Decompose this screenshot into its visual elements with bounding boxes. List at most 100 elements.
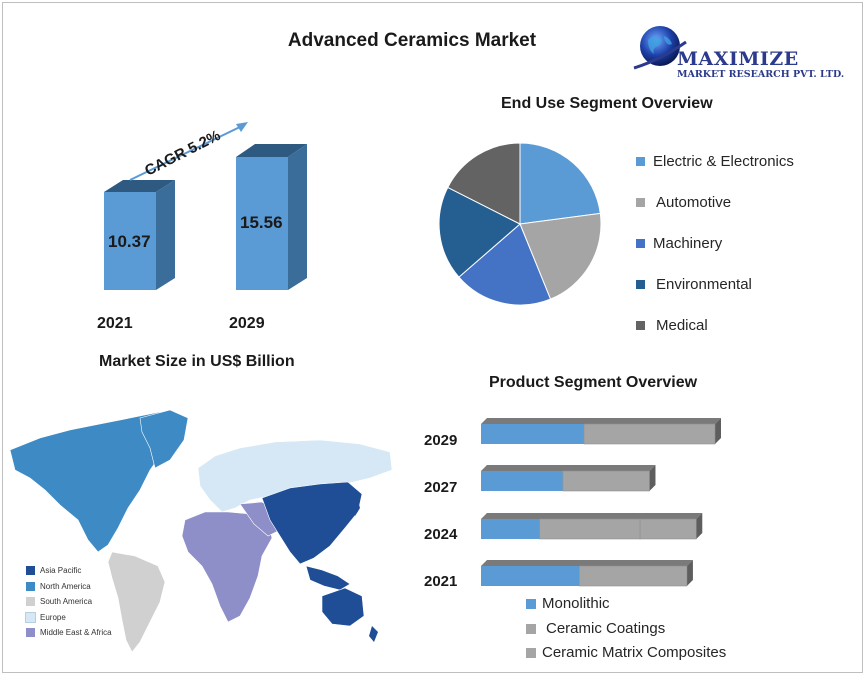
bar-2021-side bbox=[156, 180, 175, 290]
legend-swatch bbox=[26, 597, 35, 607]
pie-slice-automotive bbox=[519, 212, 602, 300]
logo-subtitle: MARKET RESEARCH PVT. LTD. bbox=[677, 69, 845, 80]
legend-automotive: Automotive bbox=[636, 194, 731, 211]
end-use-title: End Use Segment Overview bbox=[501, 95, 713, 112]
legend-swatch bbox=[636, 239, 645, 248]
page-title: Advanced Ceramics Market bbox=[287, 30, 537, 51]
product-bar-side-2029 bbox=[715, 418, 721, 444]
legend-label: Europe bbox=[40, 612, 66, 622]
legend-swatch bbox=[26, 566, 35, 576]
legend-ceramic-coatings: Ceramic Coatings bbox=[526, 620, 665, 637]
product-bar-top-2021 bbox=[481, 560, 693, 566]
legend-label: Environmental bbox=[656, 276, 752, 293]
bar-value-2021: 10.37 bbox=[108, 232, 151, 251]
product-bar-side-2027 bbox=[649, 465, 656, 491]
product-bar-top-2024 bbox=[481, 513, 703, 519]
legend-label: Monolithic bbox=[542, 595, 610, 612]
cagr-arrow bbox=[129, 122, 248, 181]
legend-swatch bbox=[526, 647, 536, 658]
legend-machinery: Machinery bbox=[636, 235, 722, 252]
legend-swatch bbox=[26, 628, 35, 638]
bar-2029-top bbox=[236, 144, 307, 157]
legend-swatch bbox=[526, 623, 536, 634]
legend-label: Electric & Electronics bbox=[653, 153, 794, 170]
pie-slice-electric bbox=[519, 142, 601, 225]
product-bar-2024-series-0 bbox=[481, 519, 540, 539]
product-title: Product Segment Overview bbox=[489, 374, 698, 391]
product-year-2029: 2029 bbox=[424, 432, 458, 449]
year-label-2029: 2029 bbox=[229, 315, 265, 332]
product-bar-2029-series-0 bbox=[481, 424, 584, 444]
product-bar-2024-series-2 bbox=[639, 518, 697, 540]
legend-swatch bbox=[636, 280, 645, 289]
region-mea bbox=[181, 511, 273, 623]
legend-swatch bbox=[526, 598, 536, 609]
product-bar-2024-series-1 bbox=[539, 518, 641, 540]
region-australia bbox=[321, 587, 365, 627]
legend-label: Machinery bbox=[653, 235, 723, 252]
product-bar-2021-series-0 bbox=[481, 566, 580, 586]
bar-2021-top bbox=[104, 180, 175, 192]
product-bar-2029-series-1 bbox=[583, 423, 716, 445]
region-greenland bbox=[139, 409, 189, 469]
product-bar-top-2029 bbox=[481, 418, 721, 424]
product-bar-top-2027 bbox=[481, 465, 656, 471]
pie-slice-environmental bbox=[438, 186, 521, 278]
legend-swatch bbox=[636, 321, 645, 330]
legend-label: Ceramic Matrix Composites bbox=[542, 644, 727, 661]
legend-monolithic: Monolithic bbox=[526, 595, 610, 612]
region-southeast-asia bbox=[305, 565, 351, 591]
product-bar-side-2021 bbox=[686, 560, 693, 586]
region-south-america bbox=[107, 551, 166, 653]
legend-label: North America bbox=[40, 581, 91, 591]
legend-label: South America bbox=[40, 597, 93, 607]
company-logo: MAXIMIZE MARKET RESEARCH PVT. LTD. bbox=[630, 22, 860, 82]
bar-2021-front bbox=[104, 192, 156, 290]
legend-label: Medical bbox=[656, 317, 708, 334]
legend-label: Middle East & Africa bbox=[40, 628, 112, 638]
product-bar-2021-series-1 bbox=[578, 565, 688, 587]
legend-swatch bbox=[636, 157, 645, 166]
legend-environmental: Environmental bbox=[636, 276, 752, 293]
map-legend-mea: Middle East & Africa bbox=[26, 625, 112, 641]
map-legend-south-america: South America bbox=[26, 594, 112, 610]
product-year-2021: 2021 bbox=[424, 573, 458, 590]
bar-value-2029: 15.56 bbox=[240, 213, 283, 232]
legend-label: Automotive bbox=[656, 194, 732, 211]
legend-label: Ceramic Coatings bbox=[546, 620, 666, 637]
bar-2029-front bbox=[236, 157, 288, 290]
region-new-zealand bbox=[369, 626, 378, 642]
map-legend-asia-pacific: Asia Pacific bbox=[26, 563, 112, 579]
region-japan bbox=[350, 494, 360, 516]
legend-ceramic-matrix-composites: Ceramic Matrix Composites bbox=[526, 644, 726, 661]
map-legend-europe: Europe bbox=[25, 610, 112, 626]
product-year-2027: 2027 bbox=[424, 479, 458, 496]
product-bar-side-2024 bbox=[696, 513, 703, 539]
map-legend-north-america: North America bbox=[26, 579, 112, 595]
logo-brand: MAXIMIZE bbox=[677, 48, 799, 70]
pie-slice-machinery bbox=[458, 223, 552, 306]
globe-icon bbox=[633, 26, 687, 70]
legend-electric: Electric & Electronics bbox=[636, 153, 794, 170]
bar-2029-side bbox=[288, 144, 307, 290]
bar-2029 bbox=[236, 144, 307, 290]
legend-swatch bbox=[636, 198, 645, 207]
product-year-2024: 2024 bbox=[424, 526, 458, 543]
legend-label: Asia Pacific bbox=[40, 566, 82, 576]
year-label-2021: 2021 bbox=[97, 315, 133, 332]
product-bar-2027-series-1 bbox=[562, 470, 650, 492]
bar-2021 bbox=[104, 180, 175, 290]
region-north-america bbox=[9, 411, 181, 553]
product-bar-2027-series-0 bbox=[481, 471, 563, 491]
legend-swatch bbox=[25, 611, 36, 623]
market-size-title: Market Size in US$ Billion bbox=[99, 353, 295, 370]
legend-swatch bbox=[26, 581, 35, 591]
map-legend: Asia Pacific North America South America… bbox=[25, 563, 112, 641]
legend-medical: Medical bbox=[636, 317, 708, 334]
pie-slice-medical bbox=[447, 142, 521, 225]
